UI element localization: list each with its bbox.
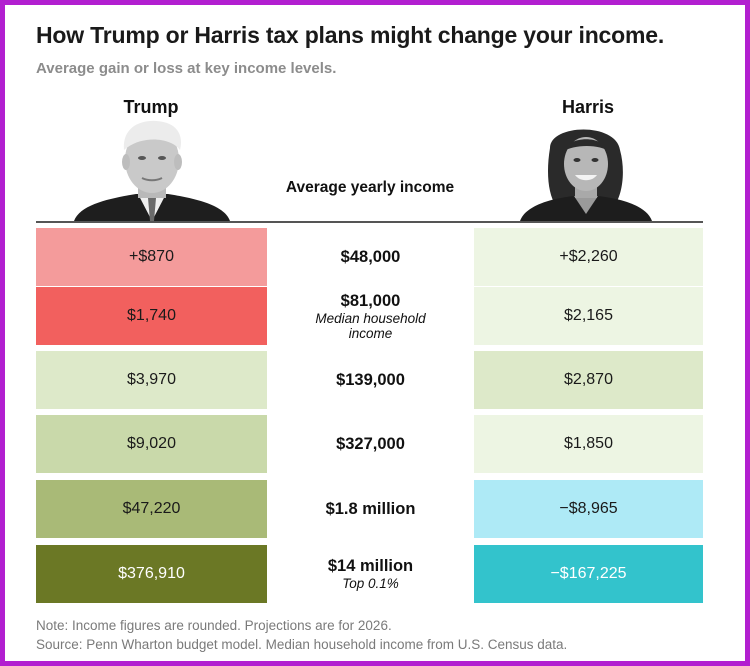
trump-value-cell: $3,970 bbox=[36, 351, 267, 409]
harris-value-cell: +$2,260 bbox=[474, 228, 703, 286]
income-level-cell: $48,000 bbox=[268, 228, 473, 286]
income-column-header: Average yearly income bbox=[285, 179, 455, 196]
income-value: $139,000 bbox=[336, 370, 405, 389]
trump-value-cell: +$870 bbox=[36, 228, 267, 286]
source-note: Source: Penn Wharton budget model. Media… bbox=[36, 637, 568, 652]
trump-value-cell: $9,020 bbox=[36, 415, 267, 473]
harris-value-cell: $2,870 bbox=[474, 351, 703, 409]
trump-value-cell: $1,740 bbox=[36, 287, 267, 345]
harris-portrait bbox=[516, 122, 656, 221]
harris-value-cell: −$8,965 bbox=[474, 480, 703, 538]
income-level-cell: $139,000 bbox=[268, 351, 473, 409]
chart-title: How Trump or Harris tax plans might chan… bbox=[36, 22, 665, 48]
trump-portrait bbox=[72, 120, 232, 221]
harris-value-cell: $1,850 bbox=[474, 415, 703, 473]
trump-value-cell: $47,220 bbox=[36, 480, 267, 538]
income-value: $48,000 bbox=[340, 247, 401, 266]
trump-value-cell: $376,910 bbox=[36, 545, 267, 603]
income-note: Top 0.1% bbox=[342, 576, 399, 591]
income-note: Median household income bbox=[315, 310, 426, 341]
income-level-cell: $327,000 bbox=[268, 415, 473, 473]
income-value: $1.8 million bbox=[325, 499, 416, 518]
income-level-cell: $1.8 million bbox=[268, 480, 473, 538]
income-level-cell: $14 million Top 0.1% bbox=[268, 545, 473, 603]
chart-subtitle: Average gain or loss at key income level… bbox=[36, 60, 337, 77]
footnote: Note: Income figures are rounded. Projec… bbox=[36, 618, 392, 633]
harris-value-cell: $2,165 bbox=[474, 287, 703, 345]
harris-name: Harris bbox=[561, 97, 615, 117]
income-value: $81,000 bbox=[340, 291, 401, 310]
harris-value-cell: −$167,225 bbox=[474, 545, 703, 603]
header-divider bbox=[36, 221, 703, 223]
trump-name: Trump bbox=[123, 97, 179, 117]
income-value: $14 million bbox=[327, 557, 414, 575]
income-level-cell: $81,000 Median household income bbox=[268, 287, 473, 345]
income-value: $327,000 bbox=[336, 434, 405, 453]
